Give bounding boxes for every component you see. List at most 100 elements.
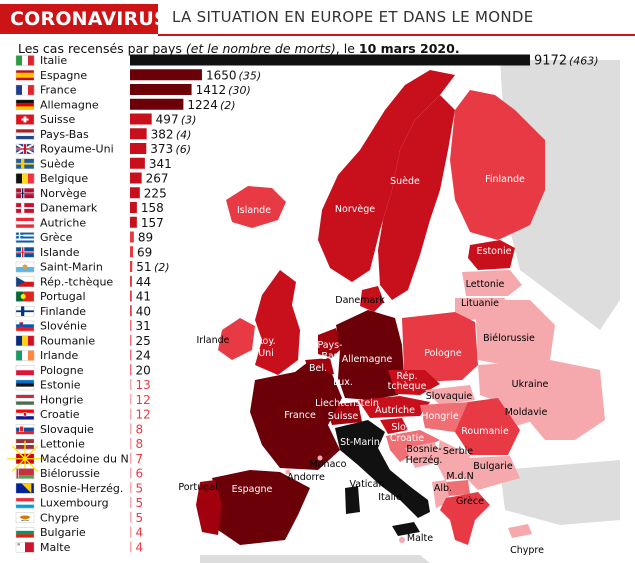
flag-austria (15, 217, 35, 228)
flag-iceland (15, 247, 35, 258)
country-label: Italie (40, 54, 67, 67)
map-label-espagne: Espagne (232, 484, 273, 495)
region-poland (402, 312, 478, 382)
country-label: Luxembourg (40, 497, 109, 510)
region-estonia (468, 240, 515, 270)
value-label: 497 (156, 113, 179, 127)
map-label-roy: Roy. (256, 336, 275, 347)
region-cyprus (508, 524, 532, 538)
region-spain (212, 470, 310, 545)
bar-row: Pologne 20 (15, 363, 151, 377)
bar (130, 261, 133, 272)
map-label-herzeg: Herzég. (406, 455, 443, 466)
map-label-vatican: Vatican (349, 479, 384, 490)
bar-row: Pays-Bas 382 (4) (15, 127, 192, 141)
bar-row: Danemark 158 (15, 201, 164, 215)
value-label: 382 (151, 127, 174, 141)
map-label-portugal: Portugal (178, 482, 217, 493)
header-title: LA SITUATION EN EUROPE ET DANS LE MONDE (172, 8, 534, 26)
deaths-label: (463) (569, 55, 599, 68)
map-land (196, 60, 620, 563)
map-label-bosnie: Bosnie- (406, 444, 441, 455)
map-labels: Suède Finlande Islande Norvège Estonie Letton… (178, 174, 548, 556)
bar (130, 113, 152, 125)
bar-row: Espagne 1650 (35) (15, 68, 261, 82)
map-label-bas: Bas (321, 351, 338, 362)
bar (130, 187, 140, 199)
flag-belarus (15, 468, 35, 479)
value-label: 13 (136, 378, 151, 392)
bar-row: Suède 341 (15, 157, 172, 171)
bar (130, 497, 132, 508)
region-iceland (226, 186, 286, 228)
region-sicily (392, 522, 420, 536)
value-label: 157 (141, 216, 164, 230)
header-rule (158, 34, 635, 36)
flag-norway (15, 188, 35, 199)
flag-spain (15, 70, 35, 81)
subtitle-date: 10 mars 2020. (358, 41, 460, 56)
deaths-label: (6) (175, 143, 191, 156)
bar (130, 290, 132, 302)
bar-rows: Italie 9172 (463) Espagne 1650 (35) France 1412… (7, 54, 599, 554)
map-label-allemagne: Allemagne (342, 354, 393, 365)
bar-row: Hongrie 12 (15, 393, 151, 407)
country-label: Hongrie (40, 393, 84, 406)
region-andorre (285, 469, 291, 475)
bar (130, 128, 147, 140)
map-label-croatie: Croatie (390, 433, 424, 444)
flag-hungary (15, 394, 35, 405)
header-banner: CORONAVIRUS LA SITUATION EN EUROPE ET DA… (0, 0, 635, 40)
flag-germany (15, 99, 35, 110)
deaths-label: (4) (176, 128, 192, 141)
bar-row: Italie 9172 (463) (15, 54, 599, 69)
region-croatia (386, 430, 440, 462)
map-label-bulgarie: Bulgarie (473, 461, 513, 472)
region-ukraine (478, 360, 605, 440)
map-label-danemark: Danemark (335, 295, 385, 306)
region-serbia (436, 440, 470, 480)
map-label-monaco: Monaco (310, 459, 347, 470)
flag-switzerland (15, 114, 35, 125)
country-label: Royaume-Uni (40, 143, 114, 156)
topic-tag: CORONAVIRUS (0, 4, 168, 34)
map-label-rep: Rép. (396, 371, 417, 382)
bar-row: Belgique 267 (15, 172, 169, 186)
flag-north-macedonia (7, 440, 43, 477)
flag-denmark (15, 202, 35, 214)
map-label-grece: Grèce (456, 496, 484, 507)
bar-row: Finlande 40 (15, 304, 151, 318)
value-label: 24 (136, 349, 151, 363)
bar (130, 157, 145, 169)
map-label-lituanie: Lituanie (461, 298, 499, 309)
deaths-label: (2) (220, 99, 236, 112)
map-label-bel: Bel. (309, 363, 327, 374)
flag-finland (15, 306, 35, 317)
bar-row: France 1412 (30) (15, 83, 251, 97)
map-label-islande: Islande (237, 205, 271, 216)
country-label: Espagne (40, 69, 87, 82)
map-label-roumanie: Roumanie (461, 426, 509, 437)
bar (130, 98, 184, 110)
value-label: 158 (141, 201, 164, 215)
bar-row: Islande 69 (15, 245, 152, 259)
bar (130, 423, 132, 435)
map-label-uni: Uni (258, 348, 274, 359)
bar-row: Rép.-tchèque 44 (15, 275, 151, 289)
country-label: Portugal (40, 290, 86, 303)
flag-italy (15, 55, 35, 66)
region-romania (455, 398, 520, 455)
country-label: Roumanie (40, 334, 95, 347)
region-ireland (218, 318, 255, 360)
map-label-bielorussie: Biélorussie (483, 333, 535, 344)
map-label-liechtenstein: Liechtenstein (315, 398, 379, 409)
deaths-label: (3) (181, 114, 197, 127)
value-label: 44 (136, 275, 151, 289)
bar (130, 143, 147, 154)
subtitle-tail: , le (335, 41, 359, 56)
value-label: 1412 (196, 83, 227, 97)
bar-row: Autriche 157 (15, 216, 164, 230)
region-norway (318, 70, 455, 282)
country-label: Chypre (40, 511, 79, 524)
